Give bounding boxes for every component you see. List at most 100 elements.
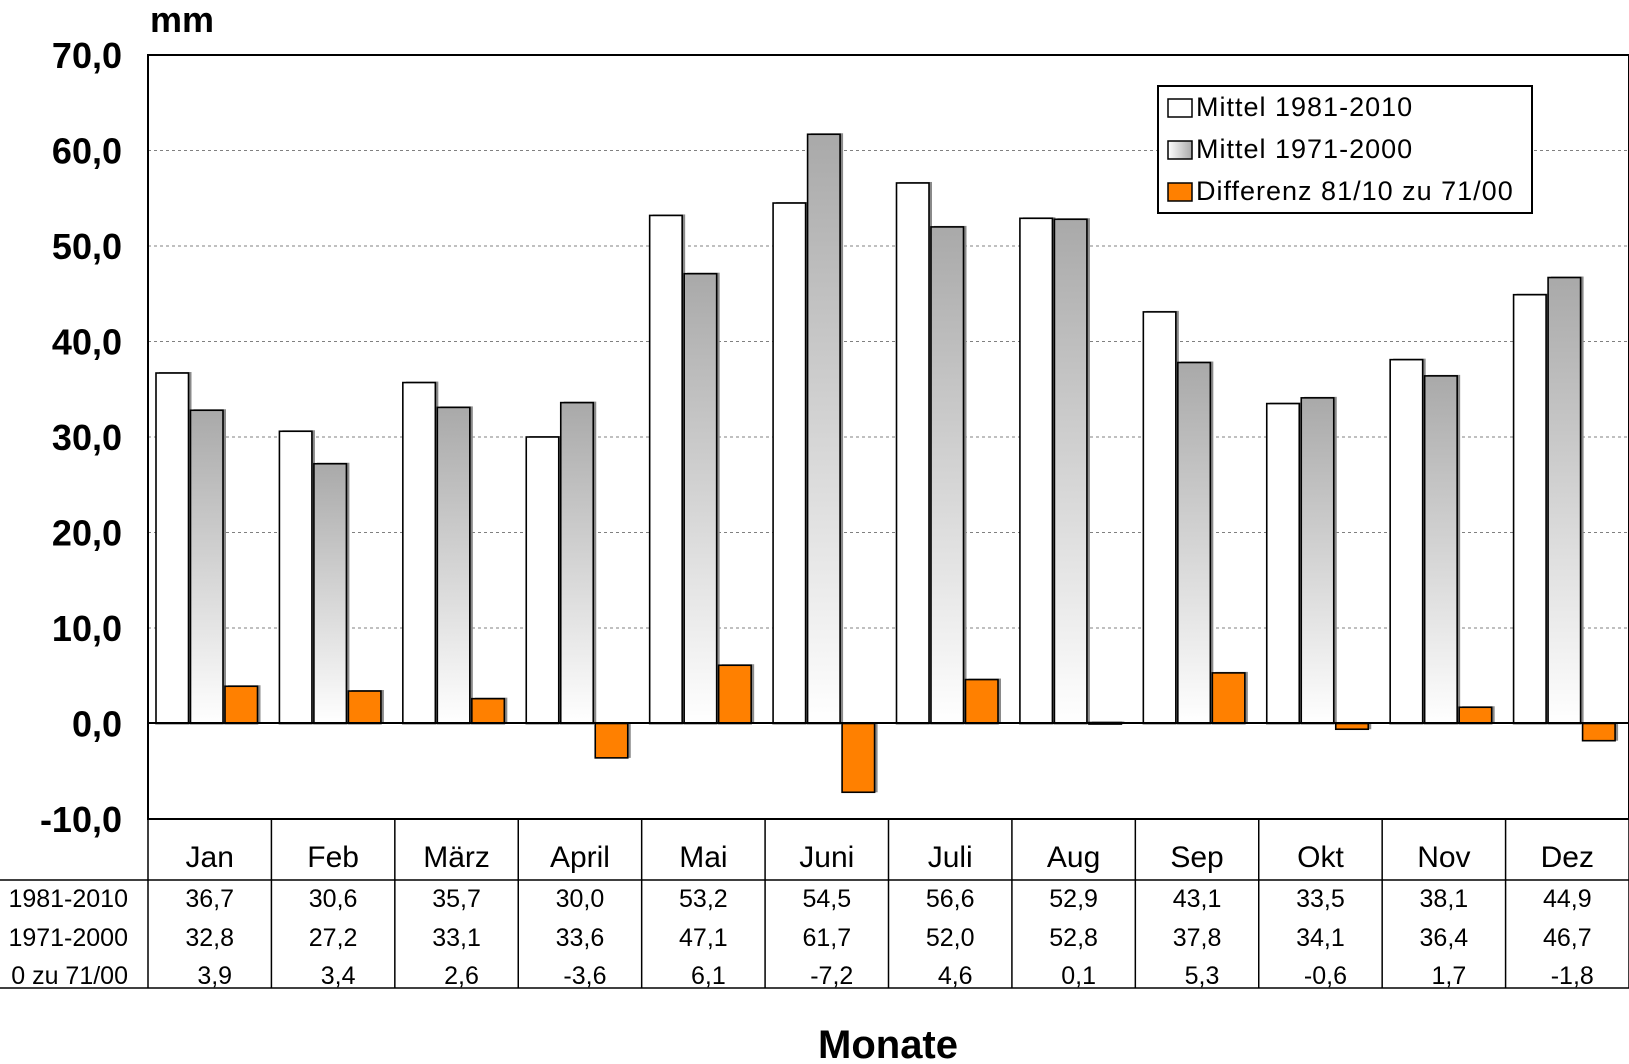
- table-cell: 46,7: [1543, 924, 1592, 952]
- table-cell: 38,1: [1420, 885, 1469, 913]
- bar-mittel-1981-2010: [1265, 402, 1301, 725]
- bar-mittel-1981-2010: [525, 436, 560, 725]
- bar-differenz: [224, 685, 259, 725]
- bar-mittel-1971-2000: [1300, 397, 1335, 725]
- bar-differenz: [594, 722, 629, 759]
- legend-label-1981-2010: Mittel 1981-2010: [1196, 92, 1413, 122]
- table-cell: 43,1: [1173, 885, 1222, 913]
- table-row-label: 0 zu 71/00: [11, 962, 128, 990]
- bar-mittel-1981-2010: [155, 372, 190, 725]
- bar-mittel-1971-2000: [559, 401, 595, 725]
- table-cell: 36,4: [1420, 924, 1469, 952]
- bar-differenz: [717, 664, 752, 725]
- table-cell: 33,5: [1296, 885, 1345, 913]
- table-cell: 44,9: [1543, 885, 1592, 913]
- table-row-label: 1971-2000: [8, 924, 128, 952]
- month-label: Dez: [1541, 841, 1594, 874]
- table-cell: -7,2: [810, 962, 853, 990]
- table-cell: 27,2: [309, 924, 358, 952]
- bar-mittel-1981-2010: [895, 182, 930, 725]
- legend-swatch-1981-2010: [1167, 98, 1193, 118]
- y-tick-label: 40,0: [52, 322, 122, 363]
- table-cell: 6,1: [691, 962, 726, 990]
- table-cell: 52,8: [1049, 924, 1098, 952]
- y-tick-label: 10,0: [52, 608, 122, 649]
- table-cell: 35,7: [432, 885, 481, 913]
- bar-mittel-1981-2010: [648, 214, 683, 725]
- month-label: Mai: [679, 841, 727, 874]
- legend-label-differenz: Differenz 81/10 zu 71/00: [1196, 176, 1514, 206]
- table-cell: 34,1: [1296, 924, 1345, 952]
- bar-mittel-1971-2000: [1547, 276, 1582, 725]
- table-cell: -0,6: [1304, 962, 1347, 990]
- bar-differenz: [1581, 722, 1616, 742]
- table-cell: 61,7: [802, 924, 851, 952]
- table-cell: 56,6: [926, 885, 975, 913]
- x-axis-title: Monate: [818, 1023, 958, 1064]
- table-cell: 33,1: [432, 924, 481, 952]
- legend: Mittel 1981-2010 Mittel 1971-2000 Differ…: [1157, 85, 1533, 214]
- bar-mittel-1971-2000: [1423, 375, 1458, 725]
- table-cell: 2,6: [444, 962, 479, 990]
- table-row-label: 1981-2010: [8, 885, 128, 913]
- y-axis-ticks: 70,0 60,0 50,0 40,0 30,0 20,0 10,0 0,0 -10,0: [40, 35, 122, 840]
- bar-mittel-1981-2010: [772, 202, 807, 725]
- bar-differenz: [841, 722, 876, 794]
- month-label: April: [550, 841, 610, 874]
- month-label: Feb: [307, 841, 359, 874]
- bar-differenz: [1458, 706, 1493, 725]
- bar-mittel-1981-2010: [1512, 293, 1547, 725]
- table-cell: 47,1: [679, 924, 728, 952]
- table-cell: 3,4: [321, 962, 356, 990]
- legend-label-1971-2000: Mittel 1971-2000: [1196, 134, 1413, 164]
- bar-differenz: [964, 678, 999, 725]
- table-cell: 1,7: [1431, 962, 1466, 990]
- bar-differenz: [347, 690, 382, 725]
- bar-mittel-1971-2000: [1053, 218, 1088, 725]
- bar-mittel-1981-2010: [278, 430, 313, 725]
- table-cell: 4,6: [938, 962, 973, 990]
- legend-box: [1157, 85, 1533, 214]
- bar-differenz: [1334, 722, 1370, 731]
- month-label: Sep: [1170, 841, 1223, 874]
- table-cell: 33,6: [556, 924, 605, 952]
- legend-swatch-differenz: [1167, 182, 1193, 202]
- table-cell: 5,3: [1185, 962, 1220, 990]
- table-cell: 53,2: [679, 885, 728, 913]
- bar-differenz: [1211, 672, 1246, 725]
- month-label: Juli: [928, 841, 973, 874]
- table-cell: 30,6: [309, 885, 358, 913]
- bar-mittel-1981-2010: [1142, 311, 1177, 725]
- table-cell: 52,9: [1049, 885, 1098, 913]
- gridlines: [148, 150, 1629, 629]
- bar-mittel-1971-2000: [806, 133, 841, 725]
- month-label: Aug: [1047, 841, 1100, 874]
- table-cell: 54,5: [802, 885, 851, 913]
- table-cell: 37,8: [1173, 924, 1222, 952]
- table-cell: 3,9: [197, 962, 232, 990]
- month-label: März: [423, 841, 490, 874]
- table-cell: -1,8: [1551, 962, 1594, 990]
- y-tick-label: 50,0: [52, 226, 122, 267]
- y-tick-label: 60,0: [52, 131, 122, 172]
- bar-mittel-1971-2000: [313, 462, 348, 725]
- bar-mittel-1971-2000: [189, 409, 224, 725]
- month-label: Jan: [186, 841, 234, 874]
- bar-differenz: [471, 697, 506, 725]
- month-label: Okt: [1297, 841, 1344, 874]
- y-tick-label: 30,0: [52, 417, 122, 458]
- bars: [155, 133, 1619, 794]
- table-cell: 0,1: [1061, 962, 1096, 990]
- table-cell: 36,7: [185, 885, 234, 913]
- bar-mittel-1981-2010: [402, 381, 437, 725]
- table-cell: -3,6: [563, 962, 606, 990]
- y-tick-label: -10,0: [40, 799, 122, 840]
- legend-swatch-1971-2000: [1167, 140, 1193, 160]
- bar-mittel-1971-2000: [683, 272, 718, 725]
- month-label: Nov: [1417, 841, 1470, 874]
- bar-mittel-1971-2000: [930, 226, 965, 725]
- month-label: Juni: [799, 841, 854, 874]
- y-tick-label: 0,0: [72, 704, 122, 745]
- table-cell: 32,8: [185, 924, 234, 952]
- data-table: Jan 36,7 32,8 3,9 Feb 30,6 27,2 3,4 März 35,7 33,1…: [0, 819, 1629, 990]
